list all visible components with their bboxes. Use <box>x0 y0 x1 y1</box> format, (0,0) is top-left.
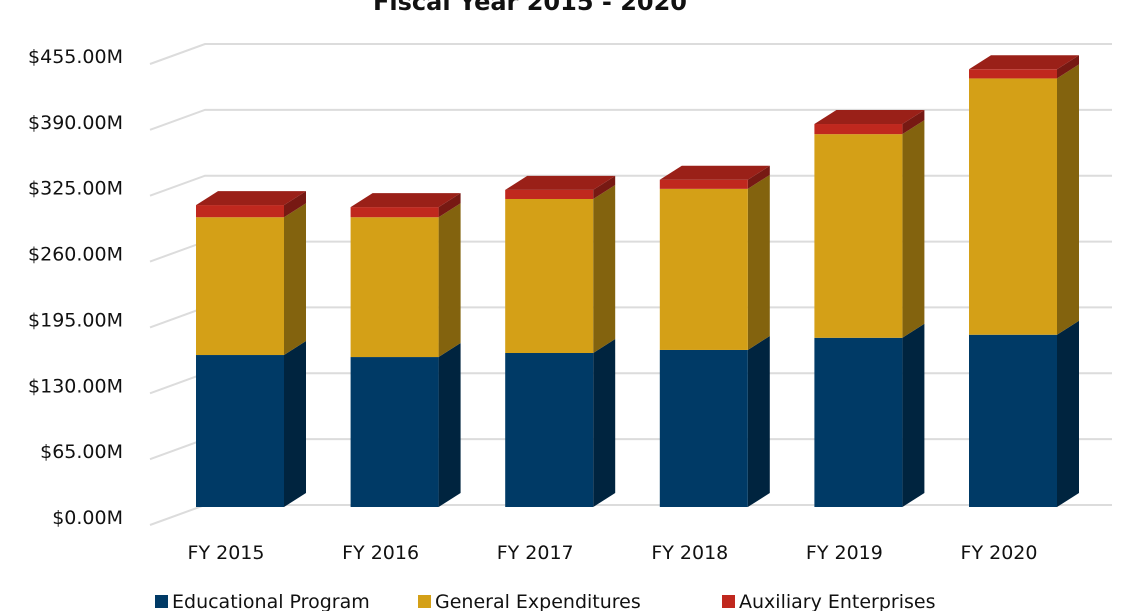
legend-swatch <box>722 595 735 608</box>
bar-front <box>969 334 1057 507</box>
bar-front <box>350 357 439 507</box>
y-tick-label: $130.00M <box>28 375 123 397</box>
bar-side <box>593 175 616 199</box>
bar-side <box>438 203 461 358</box>
bar-side <box>747 174 770 350</box>
y-tick-label: $260.00M <box>28 244 123 266</box>
y-tick-label: $455.00M <box>28 46 123 68</box>
bar-front <box>814 337 903 507</box>
x-tick-label: FY 2015 <box>188 542 265 564</box>
bar-front <box>196 355 284 507</box>
bar-top <box>196 191 306 206</box>
legend-label: Educational Program <box>172 591 370 611</box>
bar-front <box>969 78 1057 335</box>
legend-swatch <box>418 595 431 608</box>
bar-segment <box>505 184 616 353</box>
x-tick-label: FY 2020 <box>961 542 1038 564</box>
bar-side <box>1057 55 1079 79</box>
bar-side <box>284 341 306 507</box>
bar-segment <box>350 343 461 507</box>
y-tick-label: $65.00M <box>40 441 123 463</box>
bar-segment <box>659 335 770 507</box>
bar-segment <box>969 55 1079 79</box>
legend-swatch <box>155 595 168 608</box>
bar-side <box>1057 64 1079 335</box>
bar-top <box>659 165 770 180</box>
y-tick-label: $0.00M <box>52 507 123 529</box>
bar-side <box>284 203 306 356</box>
grid-line <box>149 43 1112 65</box>
bar-side <box>747 335 770 507</box>
bar-side <box>902 110 925 135</box>
bar-front <box>814 124 903 135</box>
bar-top <box>969 55 1079 70</box>
x-tick-label: FY 2018 <box>651 542 728 564</box>
bar-side <box>1057 320 1079 507</box>
x-tick-label: FY 2017 <box>497 542 574 564</box>
bar-segment <box>196 191 306 218</box>
bar-side <box>902 120 925 338</box>
x-tick-label: FY 2019 <box>806 542 883 564</box>
bar-side <box>438 343 461 507</box>
bar-front <box>350 217 439 358</box>
bar-segment <box>505 338 616 507</box>
bar-side <box>438 193 461 218</box>
bar-front <box>350 207 439 218</box>
bar-front <box>196 217 284 356</box>
bar-segment <box>659 165 770 189</box>
y-tick-label: $195.00M <box>28 309 123 331</box>
bar-front <box>659 188 748 350</box>
bar-segment <box>969 64 1079 335</box>
grid-line <box>149 174 1112 197</box>
bar-front <box>196 205 284 218</box>
bar-segment <box>505 175 616 199</box>
legend-label: General Expenditures <box>435 591 641 611</box>
bar-top <box>350 193 461 208</box>
y-tick-label: $325.00M <box>28 178 123 200</box>
bar-segment <box>814 120 925 338</box>
bar-segment <box>350 193 461 218</box>
bar-side <box>284 191 306 218</box>
grid-line <box>149 504 1112 526</box>
x-tick-label: FY 2016 <box>342 542 419 564</box>
bar-segment <box>814 323 925 507</box>
bar-top <box>814 110 925 125</box>
bar-top <box>505 175 616 190</box>
bar-front <box>659 349 748 507</box>
bar-segment <box>659 174 770 350</box>
bar-segment <box>196 341 306 507</box>
bar-segment <box>969 320 1079 507</box>
chart-title: Fiscal Year 2015 - 2020 <box>373 0 687 16</box>
bar-side <box>593 338 616 507</box>
bar-front <box>505 352 594 507</box>
bar-front <box>814 134 903 338</box>
bar-side <box>902 323 925 507</box>
bar-front <box>505 198 594 353</box>
bar-front <box>505 189 594 199</box>
bar-front <box>659 179 748 189</box>
bar-side <box>747 165 770 189</box>
bar-side <box>593 184 616 353</box>
bar-front <box>969 69 1057 79</box>
bar-segment <box>196 203 306 356</box>
y-tick-label: $390.00M <box>28 112 123 134</box>
legend-label: Auxiliary Enterprises <box>739 591 936 611</box>
grid-line <box>149 108 1112 131</box>
bar-segment <box>350 203 461 358</box>
bar-segment <box>814 110 925 135</box>
